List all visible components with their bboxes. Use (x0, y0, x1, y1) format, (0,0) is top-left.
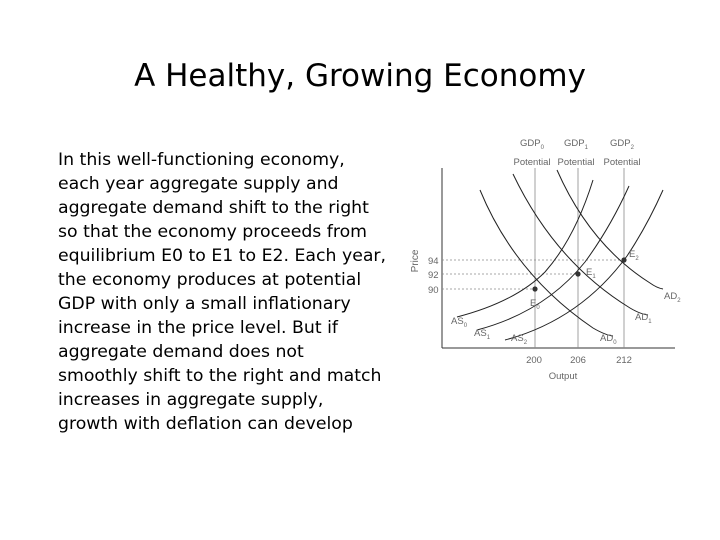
equilibrium-e0-point (532, 286, 538, 292)
as0-label: AS0 (451, 316, 468, 329)
ad-as-diagram: GDP0 Potential GDP1 Potential GDP2 Poten… (410, 138, 681, 382)
equilibrium-e1-point (575, 271, 581, 277)
ad0-label: AD0 (600, 333, 617, 346)
equilibrium-e1-label: E1 (586, 267, 596, 280)
equilibrium-e2-point (621, 257, 627, 263)
as1-label: AS1 (474, 328, 491, 341)
output-tick-206: 206 (570, 355, 586, 366)
gdp1-label: GDP1 (564, 138, 589, 151)
price-tick-90: 90 (428, 285, 439, 296)
slide-title: A Healthy, Growing Economy (134, 58, 586, 94)
output-tick-212: 212 (616, 355, 632, 366)
price-tick-92: 92 (428, 270, 439, 281)
gdp0-label: GDP0 (520, 138, 545, 151)
as1-curve (476, 185, 630, 331)
ad1-label: AD1 (635, 312, 652, 325)
output-axis-label: Output (549, 371, 578, 382)
slide-body-text: In this well-functioning economy, each y… (58, 150, 387, 434)
price-tick-94: 94 (428, 256, 439, 267)
price-axis-label: Price (410, 249, 421, 272)
ad2-label: AD2 (664, 291, 681, 304)
gdp2-potential-label: Potential (604, 157, 641, 168)
as2-label: AS2 (511, 333, 528, 346)
ad0-curve (479, 189, 614, 337)
ad1-curve (512, 173, 649, 316)
gdp2-label: GDP2 (610, 138, 635, 151)
as2-curve (504, 189, 664, 341)
as0-curve (456, 179, 594, 318)
equilibrium-e2-label: E2 (629, 249, 639, 262)
ad2-curve (556, 169, 664, 290)
equilibrium-e0-label: E0 (530, 298, 540, 311)
output-tick-200: 200 (526, 355, 542, 366)
gdp1-potential-label: Potential (558, 157, 595, 168)
gdp0-potential-label: Potential (514, 157, 551, 168)
